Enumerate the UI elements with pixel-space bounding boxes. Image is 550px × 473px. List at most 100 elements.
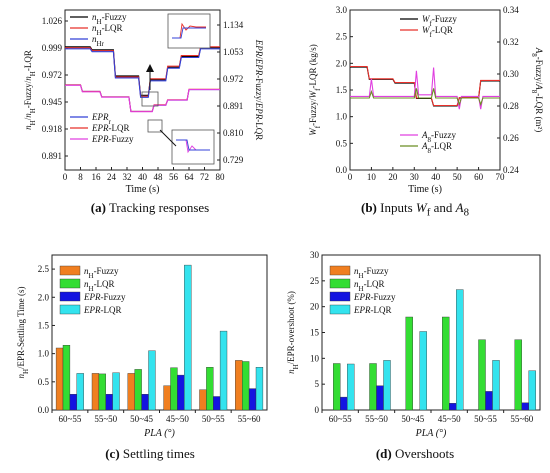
- x-tick-label: 56: [169, 172, 179, 182]
- y-tick-label-right: 0.810: [223, 128, 244, 138]
- zoom-arrow-bottom: [159, 129, 177, 147]
- x-tick-label: 20: [388, 172, 398, 182]
- y-tick-label-right: 1.134: [223, 20, 244, 30]
- bar: [148, 350, 156, 411]
- bar: [69, 394, 78, 411]
- y-tick-label-left: 1.0: [336, 112, 348, 122]
- legend-swatch: [59, 304, 81, 315]
- bar: [369, 363, 377, 411]
- legend-label: EPR-Fuzzy: [353, 292, 396, 302]
- x-tick-label: 70: [496, 172, 506, 182]
- bar: [134, 369, 142, 411]
- legend-label: A8-LQR: [421, 141, 452, 155]
- bar: [105, 394, 113, 411]
- y-tick-label-left: 0.891: [42, 151, 62, 161]
- x-tick-label: 55~60: [510, 414, 533, 424]
- bar: [383, 360, 391, 411]
- y-tick-label-left: 2.5: [336, 32, 348, 42]
- legend-label: EPRr: [91, 112, 112, 126]
- legend-label: Wf-LQR: [422, 25, 453, 39]
- y-tick-label-right: 0.30: [503, 69, 519, 79]
- x-tick-label: 80: [216, 172, 226, 182]
- legend-swatch: [329, 265, 351, 276]
- legend-label: EPR-LQR: [83, 305, 122, 315]
- bar: [199, 389, 207, 411]
- legend-swatch: [329, 291, 351, 302]
- x-tick-label: 16: [92, 172, 102, 182]
- y-tick-label: 10: [310, 353, 320, 363]
- y-axis-label-right: A8-Fuzzy/A8-LQR (m²): [530, 47, 544, 132]
- legend-label: EPR-Fuzzy: [91, 134, 134, 144]
- y-tick-label: 5: [315, 379, 320, 389]
- y-tick-label: 1.5: [38, 320, 50, 330]
- chart-b: 0 10 20 30 40 50 60 70 0.0 0.5 1.0 1.5 2.0 2.5 3.0 0.24…: [308, 5, 544, 195]
- caption-b: (b) Inputs Wf and A8: [361, 200, 469, 219]
- y-tick-label-right: 0.26: [503, 133, 519, 143]
- legend-label: nHr: [92, 34, 105, 48]
- bar: [485, 391, 493, 411]
- y-tick-label-left: 0.999: [42, 43, 63, 53]
- legend-swatch: [329, 304, 351, 315]
- x-tick-label: 50: [453, 172, 463, 182]
- legend-label: EPR-LQR: [353, 305, 392, 315]
- legend-label: nH-LQR: [354, 279, 385, 293]
- legend-swatch: [59, 291, 81, 302]
- series-line: [65, 84, 220, 113]
- y-tick-label-right: 1.053: [223, 47, 244, 57]
- bar: [141, 394, 149, 411]
- x-tick-label: 40: [431, 172, 441, 182]
- bar: [206, 367, 214, 411]
- y-tick-label-left: 0.5: [336, 138, 348, 148]
- chart-c: 0.0 0.5 1.0 1.5 2.0 2.5 60~55 55~50 50~45 45~50 50…: [16, 254, 268, 439]
- y-tick-label: 2.5: [38, 264, 50, 274]
- y-tick-label-left: 1.5: [336, 85, 348, 95]
- chart-a: 0 8 16 24 32 40 48 56 64 72 80 1.026 0.999 0.972 0.945…: [23, 9, 264, 195]
- bar: [91, 373, 100, 411]
- y-tick-label-left: 1.026: [42, 16, 63, 26]
- bar: [521, 402, 529, 411]
- x-tick-label: 30: [410, 172, 420, 182]
- x-tick-label: 72: [200, 172, 209, 182]
- y-tick-label-left: 0.945: [42, 97, 63, 107]
- x-tick-label: 60: [474, 172, 484, 182]
- bar: [449, 403, 457, 411]
- bar: [376, 385, 384, 411]
- y-tick-label: 2.0: [38, 292, 50, 302]
- y-axis-label-left: Wf-Fuzzy/Wf-LQR (kg/s): [308, 44, 322, 135]
- y-tick-label-left: 0.918: [42, 124, 63, 134]
- x-tick-label: 48: [154, 172, 164, 182]
- bar: [213, 396, 221, 411]
- y-tick-label-left: 0.972: [42, 70, 62, 80]
- y-tick-label-right: 0.34: [503, 5, 519, 15]
- bar: [405, 316, 413, 411]
- x-axis-label: PLA (°): [415, 428, 447, 439]
- legend-label: EPR-Fuzzy: [83, 292, 126, 302]
- y-tick-label: 1.0: [38, 349, 50, 359]
- y-axis-label: nH/EPR-Settling Time (s): [16, 286, 30, 378]
- zoom-window-top: [141, 91, 159, 107]
- legend-label: nH-Fuzzy: [354, 266, 389, 280]
- legend-label: nH-LQR: [84, 279, 115, 293]
- legend-label: EPR-LQR: [91, 123, 130, 133]
- bar: [163, 385, 171, 411]
- x-tick-label: 0: [63, 172, 68, 182]
- bar: [62, 345, 71, 411]
- caption-a: (a) Tracking responses: [90, 200, 210, 215]
- legend-label: nH-Fuzzy: [92, 12, 127, 26]
- y-tick-label: 0: [315, 405, 320, 415]
- bar: [333, 363, 341, 411]
- y-axis-label-right: EPR/EPR-Fuzzy/EPR-LQR: [254, 39, 264, 141]
- y-tick-label-right: 0.729: [223, 155, 244, 165]
- series-line: [65, 48, 220, 98]
- x-tick-label: 50~55: [474, 414, 497, 424]
- y-axis-label: nH/EPR-overshoot (%): [286, 291, 300, 374]
- plot-frame: [51, 254, 268, 411]
- x-tick-label: 32: [123, 172, 132, 182]
- y-tick-label-left: 2.0: [336, 58, 348, 68]
- x-tick-label: 60~55: [329, 414, 352, 424]
- bar: [419, 331, 427, 411]
- x-tick-label: 55~50: [94, 414, 117, 424]
- y-tick-label-left: 0.0: [336, 165, 348, 175]
- zoom-arrowhead-top: [146, 64, 154, 72]
